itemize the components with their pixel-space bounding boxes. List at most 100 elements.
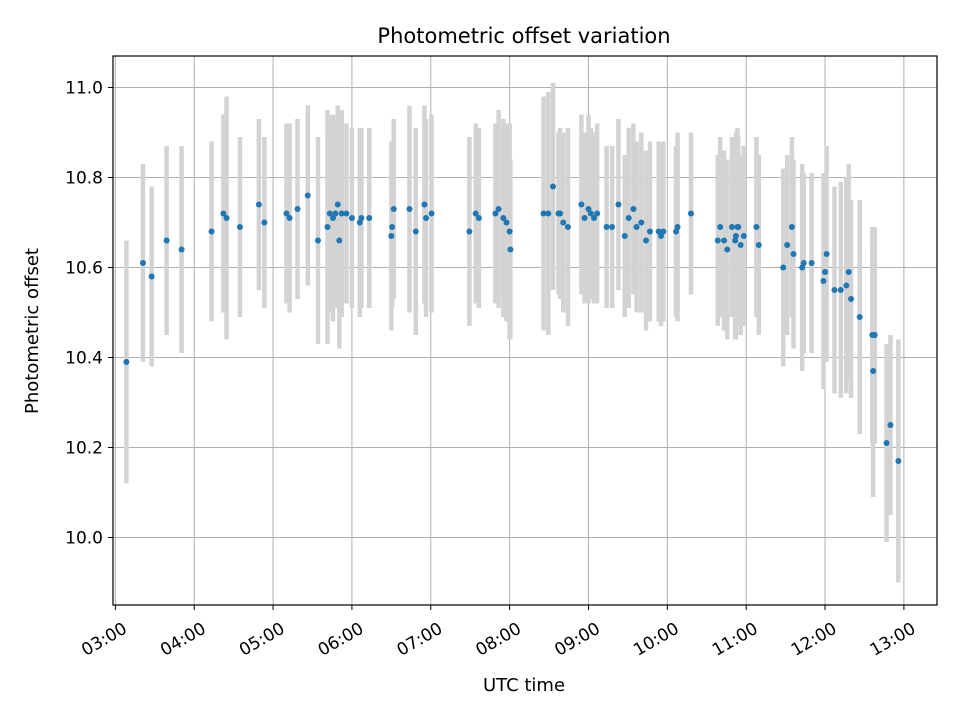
- data-point: [714, 237, 721, 244]
- data-point: [507, 246, 514, 253]
- data-point: [139, 260, 146, 266]
- data-point: [609, 224, 616, 230]
- data-point: [560, 219, 567, 226]
- data-point: [283, 210, 290, 217]
- data-point: [495, 206, 502, 212]
- data-point: [590, 215, 597, 221]
- data-point: [329, 215, 336, 221]
- data-point: [615, 201, 622, 208]
- data-point: [412, 228, 419, 235]
- chart-title: Photometric offset variation: [377, 24, 670, 48]
- data-point: [578, 201, 585, 208]
- data-point: [421, 201, 428, 208]
- data-point: [638, 219, 645, 226]
- data-point: [223, 215, 230, 221]
- data-point: [506, 228, 513, 235]
- data-point: [823, 251, 830, 257]
- data-point: [334, 201, 341, 208]
- data-point: [336, 237, 343, 244]
- data-point: [717, 224, 724, 230]
- data-point: [735, 224, 742, 230]
- data-point: [343, 210, 350, 217]
- data-point: [843, 282, 850, 289]
- x-axis-label: UTC time: [483, 675, 565, 696]
- data-point: [808, 260, 815, 266]
- data-point: [388, 233, 395, 239]
- data-point: [643, 237, 650, 244]
- data-point: [315, 237, 322, 244]
- data-point: [856, 314, 863, 320]
- data-point: [492, 210, 499, 217]
- data-point: [406, 206, 413, 212]
- data-point: [871, 332, 878, 338]
- data-point: [549, 183, 556, 190]
- data-point: [660, 228, 667, 235]
- data-point: [687, 210, 694, 217]
- data-point: [148, 273, 155, 280]
- data-point: [822, 269, 829, 275]
- data-point: [178, 246, 185, 253]
- data-point: [255, 201, 262, 208]
- y-axis-ticks: 10.0 10.2 10.4 10.6 10.8 11.0: [65, 79, 113, 549]
- data-point: [540, 210, 547, 217]
- data-point: [655, 228, 662, 235]
- data-point: [732, 233, 739, 239]
- data-point: [500, 215, 507, 221]
- data-point: [428, 210, 435, 217]
- data-point: [728, 224, 735, 230]
- data-point: [466, 228, 473, 235]
- data-point: [472, 210, 479, 217]
- y-tick-label: 10.2: [65, 439, 103, 459]
- data-point: [581, 215, 588, 221]
- data-point: [366, 215, 373, 221]
- data-point: [800, 260, 807, 266]
- data-point: [564, 224, 571, 230]
- data-point: [788, 224, 795, 230]
- data-point: [753, 224, 760, 230]
- data-point: [780, 264, 787, 271]
- data-point: [286, 215, 293, 221]
- data-point: [724, 246, 731, 253]
- y-tick-label: 10.8: [65, 169, 103, 189]
- data-point: [338, 210, 345, 217]
- data-point: [332, 210, 339, 217]
- data-point: [348, 215, 355, 221]
- data-point: [837, 287, 844, 293]
- data-point: [475, 215, 482, 221]
- data-point: [389, 224, 396, 230]
- data-point: [755, 242, 762, 248]
- data-point: [831, 287, 838, 293]
- data-point: [630, 206, 637, 212]
- data-point: [603, 224, 610, 230]
- y-tick-label: 10.6: [65, 259, 103, 279]
- data-point: [326, 210, 333, 217]
- y-tick-label: 10.4: [65, 349, 103, 369]
- data-point: [304, 192, 311, 199]
- data-point: [883, 440, 890, 446]
- data-point: [261, 219, 268, 226]
- data-point: [557, 210, 564, 217]
- data-point: [740, 233, 747, 239]
- data-point: [737, 242, 744, 248]
- data-point: [673, 228, 680, 235]
- data-point: [594, 210, 601, 217]
- data-point: [799, 264, 806, 271]
- data-points: [123, 183, 902, 464]
- data-point: [294, 206, 301, 212]
- plot-area-frame: [112, 55, 938, 606]
- data-point: [848, 296, 855, 302]
- data-point: [658, 233, 665, 239]
- data-point: [732, 237, 739, 244]
- data-point: [674, 224, 681, 230]
- y-tick-label: 11.0: [65, 79, 103, 99]
- data-point: [587, 210, 594, 217]
- data-point: [790, 251, 797, 257]
- data-point: [358, 215, 365, 221]
- data-point: [895, 458, 902, 464]
- data-point: [503, 219, 510, 226]
- data-point: [784, 242, 791, 248]
- data-point: [208, 228, 215, 235]
- data-point: [646, 228, 653, 235]
- data-point: [820, 278, 827, 284]
